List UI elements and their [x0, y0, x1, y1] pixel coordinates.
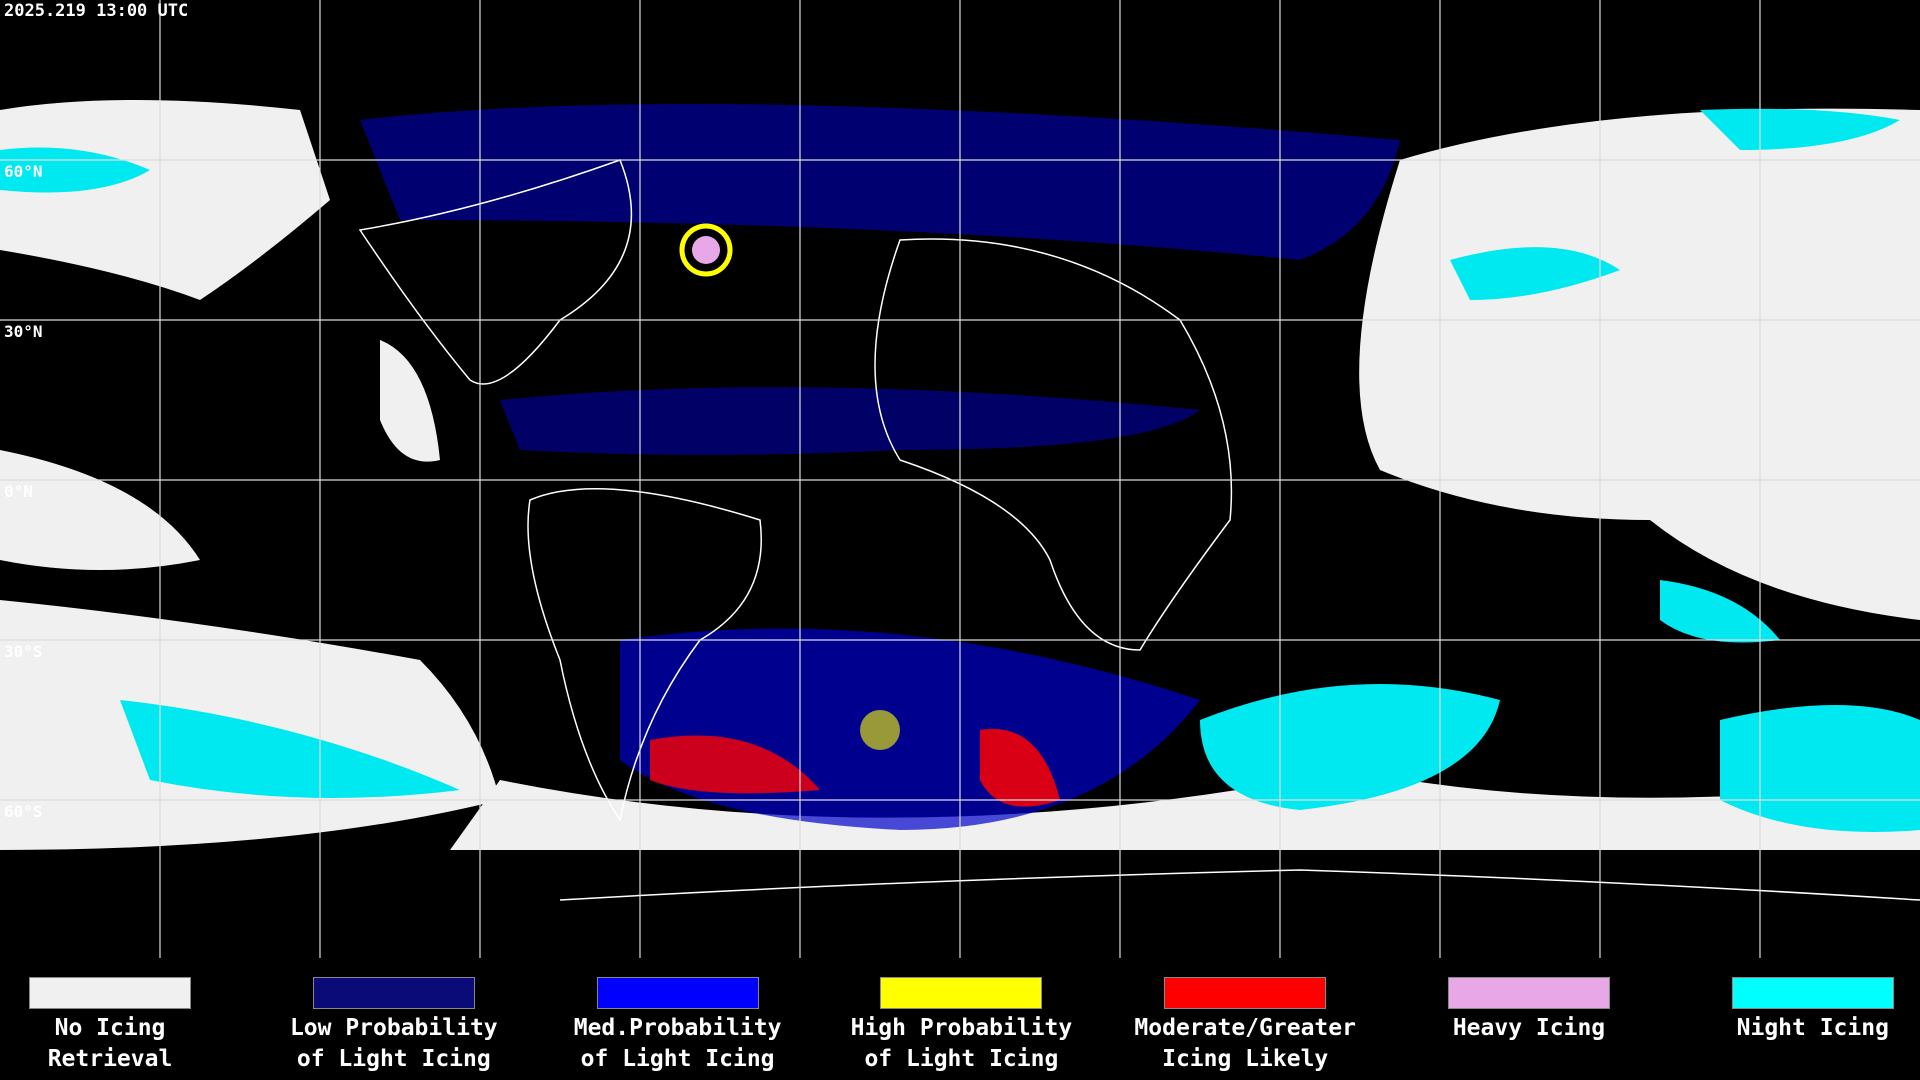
legend-item: Med.Probability of Light Icing: [538, 977, 818, 1075]
coastlines: [358, 159, 1920, 901]
legend: No Icing Retrieval Low Probability of Light…: [0, 958, 1920, 1080]
latitude-label: 30°S: [4, 642, 43, 661]
legend-label: Heavy Icing: [1452, 1015, 1606, 1041]
legend-label: of Light Icing: [864, 1046, 1059, 1072]
legend-swatch: [596, 977, 759, 1009]
legend-label: No Icing: [54, 1015, 166, 1041]
latitude-label: 60°N: [4, 162, 43, 181]
legend-item: High Probability of Light Icing: [821, 977, 1101, 1075]
legend-swatch: [880, 977, 1043, 1009]
latitude-label: 30°N: [4, 322, 43, 341]
legend-item: Moderate/Greater Icing Likely: [1105, 977, 1385, 1075]
icing-speckle: [360, 104, 1400, 830]
legend-swatch: [29, 977, 191, 1009]
legend-item: Night Icing: [1673, 977, 1920, 1044]
legend-label: High Probability: [850, 1015, 1073, 1041]
legend-label: of Light Icing: [580, 1046, 775, 1072]
legend-label: Low Probability: [289, 1015, 498, 1041]
legend-swatch: [1164, 977, 1327, 1009]
legend-label: Icing Likely: [1162, 1046, 1329, 1072]
legend-label: Retrieval: [47, 1046, 173, 1072]
legend-label: Moderate/Greater: [1134, 1015, 1356, 1041]
map: [0, 0, 1920, 958]
legend-swatch: [1448, 977, 1610, 1009]
legend-swatch: [1731, 977, 1894, 1009]
cloud-cover: [0, 100, 1920, 850]
timestamp: 2025.219 13:00 UTC: [4, 1, 189, 21]
legend-swatch: [312, 977, 475, 1009]
legend-label: of Light Icing: [296, 1046, 491, 1072]
legend-label: Night Icing: [1736, 1015, 1889, 1041]
graticule: [0, 0, 1920, 958]
legend-item: No Icing Retrieval: [0, 977, 250, 1075]
latitude-label: 60°S: [4, 802, 43, 821]
legend-label: Med.Probability: [573, 1015, 782, 1041]
latitude-label: 0°N: [4, 482, 33, 501]
legend-item: Low Probability of Light Icing: [254, 977, 534, 1075]
legend-item: Heavy Icing: [1389, 977, 1669, 1044]
